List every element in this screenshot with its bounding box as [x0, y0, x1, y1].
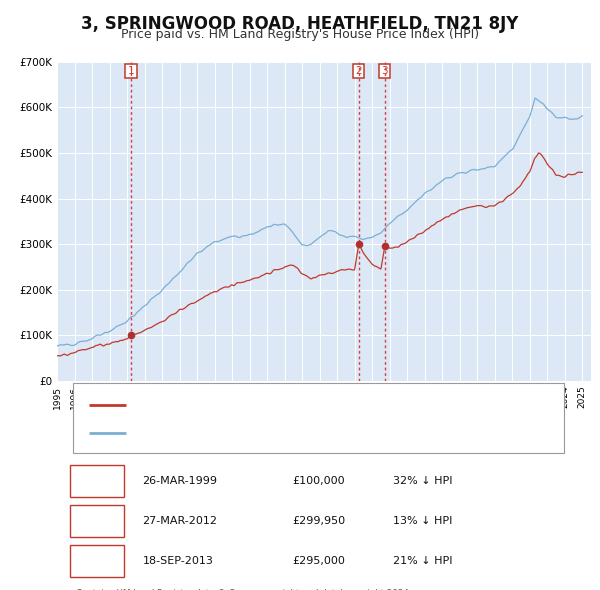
Text: 21% ↓ HPI: 21% ↓ HPI	[394, 556, 453, 566]
FancyBboxPatch shape	[73, 383, 564, 453]
Text: 27-MAR-2012: 27-MAR-2012	[142, 516, 217, 526]
FancyBboxPatch shape	[70, 545, 124, 577]
Text: 2: 2	[94, 514, 101, 527]
Text: £299,950: £299,950	[292, 516, 345, 526]
FancyBboxPatch shape	[70, 465, 124, 497]
Text: 3, SPRINGWOOD ROAD, HEATHFIELD, TN21 8JY (detached house): 3, SPRINGWOOD ROAD, HEATHFIELD, TN21 8JY…	[137, 400, 462, 410]
Text: HPI: Average price, detached house, Wealden: HPI: Average price, detached house, Weal…	[137, 428, 365, 438]
Text: 13% ↓ HPI: 13% ↓ HPI	[394, 516, 453, 526]
Text: £100,000: £100,000	[292, 476, 344, 486]
FancyBboxPatch shape	[70, 505, 124, 537]
Text: 26-MAR-1999: 26-MAR-1999	[142, 476, 217, 486]
Text: 2: 2	[355, 66, 362, 76]
Text: 3: 3	[94, 555, 101, 568]
Text: 1: 1	[94, 474, 101, 487]
Text: Contains HM Land Registry data © Crown copyright and database right 2024.
This d: Contains HM Land Registry data © Crown c…	[76, 589, 411, 590]
Text: 3: 3	[382, 66, 388, 76]
Text: 32% ↓ HPI: 32% ↓ HPI	[394, 476, 453, 486]
Text: £295,000: £295,000	[292, 556, 345, 566]
Text: 1: 1	[128, 66, 134, 76]
Text: 3, SPRINGWOOD ROAD, HEATHFIELD, TN21 8JY: 3, SPRINGWOOD ROAD, HEATHFIELD, TN21 8JY	[82, 15, 518, 33]
Text: 18-SEP-2013: 18-SEP-2013	[142, 556, 214, 566]
Text: Price paid vs. HM Land Registry's House Price Index (HPI): Price paid vs. HM Land Registry's House …	[121, 28, 479, 41]
